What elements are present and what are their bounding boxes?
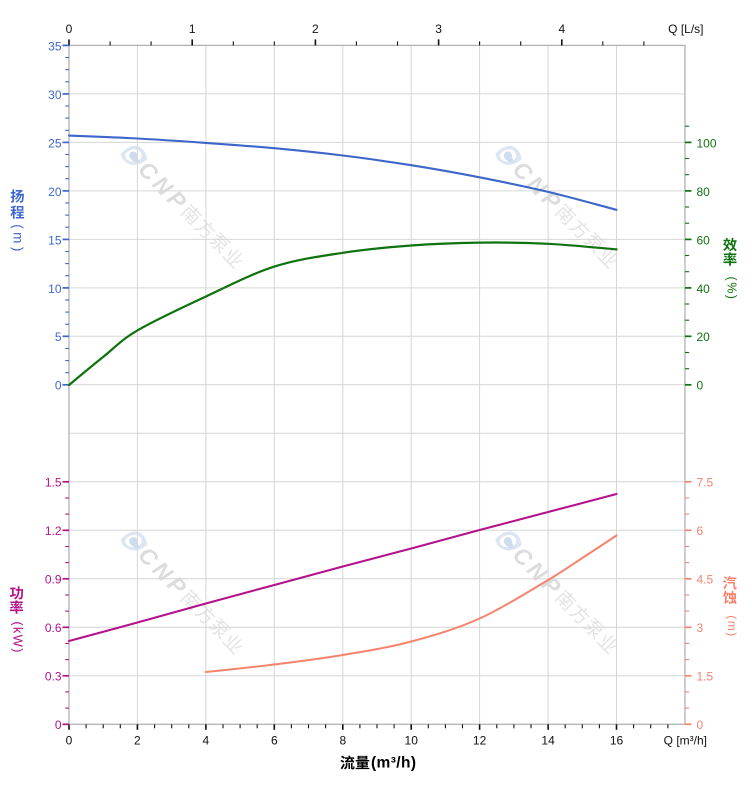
svg-text:30: 30 bbox=[48, 88, 62, 102]
svg-text:(kW): (kW) bbox=[11, 621, 26, 653]
svg-text:Q [m³/h]: Q [m³/h] bbox=[664, 734, 707, 748]
svg-text:Q [L/s]: Q [L/s] bbox=[668, 22, 703, 36]
svg-text:6: 6 bbox=[697, 524, 704, 538]
svg-text:0: 0 bbox=[697, 379, 704, 393]
svg-text:0: 0 bbox=[66, 22, 73, 36]
svg-text:0: 0 bbox=[55, 718, 62, 732]
svg-text:20: 20 bbox=[48, 185, 62, 199]
svg-text:25: 25 bbox=[48, 136, 62, 150]
svg-text:3: 3 bbox=[435, 22, 442, 36]
svg-text:10: 10 bbox=[48, 282, 62, 296]
svg-text:1: 1 bbox=[189, 22, 196, 36]
svg-text:0: 0 bbox=[66, 734, 73, 748]
svg-text:0.9: 0.9 bbox=[45, 573, 62, 587]
svg-text:14: 14 bbox=[541, 734, 555, 748]
svg-text:40: 40 bbox=[697, 282, 711, 296]
svg-text:100: 100 bbox=[697, 136, 717, 150]
svg-text:(%): (%) bbox=[725, 277, 739, 301]
svg-text:16: 16 bbox=[610, 734, 624, 748]
svg-text:15: 15 bbox=[48, 233, 62, 247]
svg-text:12: 12 bbox=[473, 734, 487, 748]
svg-text:2: 2 bbox=[134, 734, 141, 748]
svg-text:0: 0 bbox=[697, 718, 704, 732]
svg-text:20: 20 bbox=[697, 330, 711, 344]
svg-text:8: 8 bbox=[339, 734, 346, 748]
svg-text:1.5: 1.5 bbox=[45, 476, 62, 490]
svg-text:0: 0 bbox=[55, 379, 62, 393]
svg-text:4: 4 bbox=[558, 22, 565, 36]
svg-text:0.3: 0.3 bbox=[45, 670, 62, 684]
svg-text:(m): (m) bbox=[11, 224, 26, 254]
svg-text:5: 5 bbox=[55, 330, 62, 344]
svg-text:4.5: 4.5 bbox=[697, 573, 714, 587]
svg-text:2: 2 bbox=[312, 22, 319, 36]
svg-text:35: 35 bbox=[48, 39, 62, 53]
svg-text:4: 4 bbox=[203, 734, 210, 748]
svg-text:10: 10 bbox=[405, 734, 419, 748]
svg-text:0.6: 0.6 bbox=[45, 621, 62, 635]
svg-text:(m): (m) bbox=[725, 615, 739, 638]
svg-text:60: 60 bbox=[697, 233, 711, 247]
svg-text:1.5: 1.5 bbox=[697, 670, 714, 684]
svg-text:1.2: 1.2 bbox=[45, 524, 62, 538]
svg-text:3: 3 bbox=[697, 621, 704, 635]
svg-text:(m³/h): (m³/h) bbox=[371, 755, 416, 772]
svg-text:7.5: 7.5 bbox=[697, 476, 714, 490]
svg-text:80: 80 bbox=[697, 185, 711, 199]
svg-text:6: 6 bbox=[271, 734, 278, 748]
